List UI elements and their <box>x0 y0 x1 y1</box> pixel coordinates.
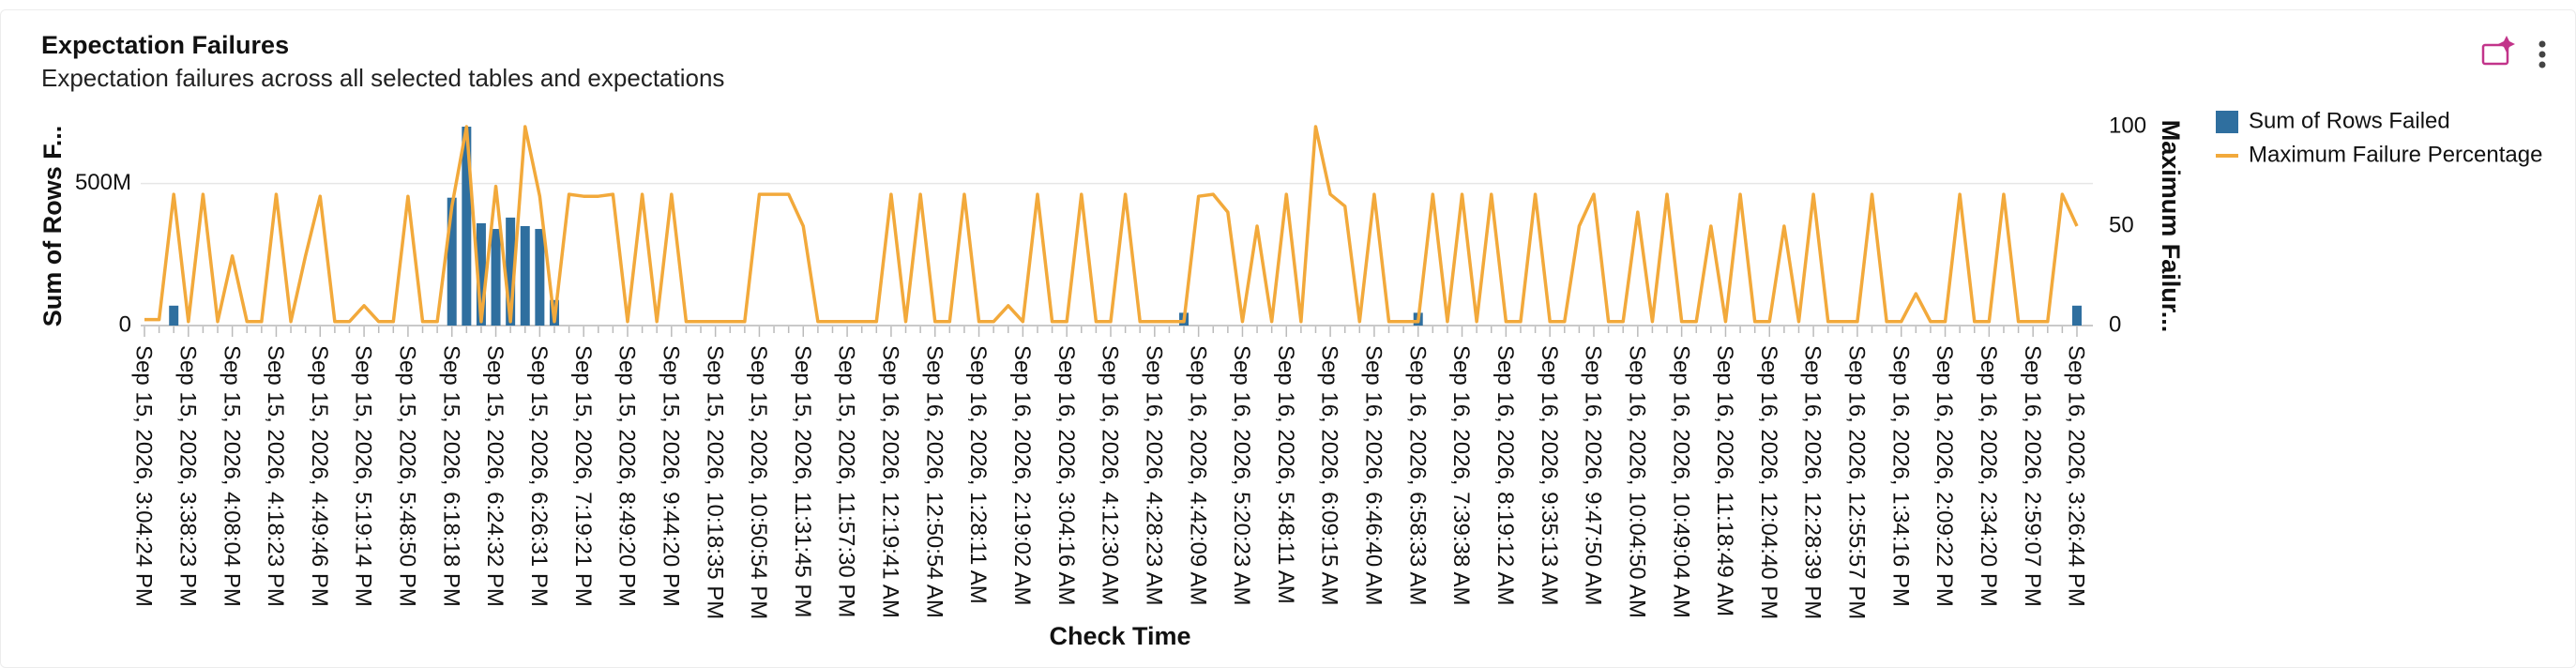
x-tick-label: Sep 16, 2026, 5:20:23 AM <box>1229 345 1254 606</box>
legend-swatch <box>2216 111 2238 133</box>
x-tick-label: Sep 15, 2026, 4:08:04 PM <box>219 345 244 607</box>
x-tick-label: Sep 15, 2026, 7:19:21 PM <box>570 345 596 607</box>
x-tick-label: Sep 15, 2026, 11:57:30 PM <box>834 345 859 617</box>
x-tick-label: Sep 16, 2026, 10:49:04 AM <box>1668 345 1693 618</box>
menu-dot <box>2538 61 2546 68</box>
menu-dot <box>2538 40 2546 48</box>
y-tick-label: 0 <box>119 311 131 337</box>
y-axis-title: Sum of Rows F... <box>38 126 67 327</box>
x-tick-label: Sep 15, 2026, 6:26:31 PM <box>526 345 552 607</box>
x-tick-label: Sep 16, 2026, 3:04:16 AM <box>1053 345 1079 606</box>
bar <box>462 127 472 326</box>
ai-chart-button[interactable] <box>2481 36 2515 66</box>
x-tick-label: Sep 16, 2026, 5:48:11 AM <box>1273 345 1298 604</box>
toolbar <box>2481 36 2546 68</box>
x-tick-label: Sep 15, 2026, 4:49:46 PM <box>307 345 332 607</box>
legend-label: Maximum Failure Percentage <box>2249 142 2542 167</box>
x-tick-label: Sep 16, 2026, 6:58:33 AM <box>1404 345 1430 606</box>
bar <box>506 217 516 326</box>
y2-axis-title: Maximum Failur... <box>2157 120 2185 333</box>
chart-title: Expectation Failures <box>41 31 289 59</box>
menu-dot <box>2538 51 2546 58</box>
x-tick-label: Sep 15, 2026, 5:48:50 PM <box>395 345 420 607</box>
chart-subtitle: Expectation failures across all selected… <box>41 64 724 92</box>
x-tick-label: Sep 16, 2026, 10:04:50 AM <box>1624 345 1649 618</box>
bar <box>169 305 179 326</box>
x-tick-label: Sep 16, 2026, 4:42:09 AM <box>1185 345 1210 606</box>
y2-tick-label: 0 <box>2109 311 2121 337</box>
x-tick-label: Sep 16, 2026, 4:28:23 AM <box>1141 345 1166 606</box>
x-tick-label: Sep 16, 2026, 12:50:54 AM <box>921 345 947 618</box>
x-tick-label: Sep 16, 2026, 2:59:07 PM <box>2020 345 2045 607</box>
x-tick-label: Sep 15, 2026, 3:04:24 PM <box>131 345 157 607</box>
x-tick-label: Sep 16, 2026, 2:19:02 AM <box>1009 345 1035 606</box>
x-tick-label: Sep 16, 2026, 6:46:40 AM <box>1361 345 1386 606</box>
y2-tick-label: 50 <box>2109 212 2134 237</box>
line <box>144 125 2079 324</box>
x-tick-label: Sep 16, 2026, 4:12:30 AM <box>1098 345 1123 606</box>
x-tick-label: Sep 15, 2026, 9:44:20 PM <box>658 345 683 607</box>
legend-label: Sum of Rows Failed <box>2249 108 2450 133</box>
x-tick-label: Sep 16, 2026, 12:19:41 AM <box>878 345 903 618</box>
x-tick-label: Sep 15, 2026, 10:18:35 PM <box>702 345 727 619</box>
x-tick-label: Sep 16, 2026, 12:04:40 PM <box>1756 345 1781 619</box>
x-tick-label: Sep 16, 2026, 12:28:39 PM <box>1800 345 1826 619</box>
x-tick-label: Sep 15, 2026, 6:18:18 PM <box>438 345 463 607</box>
x-tick-label: Sep 16, 2026, 11:18:49 AM <box>1712 345 1737 616</box>
x-tick-label: Sep 16, 2026, 2:34:20 PM <box>1976 345 2001 607</box>
x-tick-label: Sep 15, 2026, 6:24:32 PM <box>482 345 508 607</box>
x-tick-label: Sep 16, 2026, 1:34:16 PM <box>1887 345 1913 607</box>
x-tick-label: Sep 16, 2026, 9:35:13 AM <box>1537 345 1562 606</box>
sparkle-icon <box>2498 36 2515 53</box>
bar <box>476 222 486 326</box>
more-menu-button[interactable] <box>2538 40 2546 68</box>
bar <box>535 229 545 326</box>
x-tick-label: Sep 16, 2026, 9:47:50 AM <box>1581 345 1606 606</box>
x-tick-label: Sep 15, 2026, 11:31:45 PM <box>790 345 815 617</box>
x-axis-title: Check Time <box>1049 622 1190 650</box>
x-tick-label: Sep 15, 2026, 5:19:14 PM <box>351 345 376 607</box>
y2-tick-label: 100 <box>2109 113 2146 138</box>
x-tick-label: Sep 16, 2026, 8:19:12 AM <box>1493 345 1518 606</box>
x-tick-label: Sep 16, 2026, 1:28:11 AM <box>965 345 991 604</box>
x-tick-label: Sep 16, 2026, 6:09:15 AM <box>1317 345 1342 606</box>
x-tick-label: Sep 15, 2026, 4:18:23 PM <box>263 345 288 607</box>
x-tick-label: Sep 16, 2026, 7:39:38 AM <box>1448 345 1474 606</box>
x-tick-label: Sep 16, 2026, 3:26:44 PM <box>2064 345 2089 607</box>
bar <box>2072 305 2082 326</box>
x-tick-label: Sep 15, 2026, 8:49:20 PM <box>614 345 640 607</box>
ai-icon <box>2481 43 2509 66</box>
plot-area: 0 500M 0 50 100 Sep 15, 2026, 3:04:24 PM Sep 1… <box>75 113 2146 619</box>
x-tick-label: Sep 16, 2026, 12:55:57 PM <box>1844 345 1870 619</box>
bar <box>520 226 530 326</box>
bar <box>447 197 457 326</box>
y-tick-label: 500M <box>75 170 131 195</box>
chart-card <box>0 9 2576 668</box>
x-tick-label: Sep 15, 2026, 10:50:54 PM <box>746 345 771 619</box>
x-tick-label: Sep 15, 2026, 3:38:23 PM <box>174 345 200 607</box>
bar <box>491 229 501 326</box>
x-tick-label: Sep 16, 2026, 2:09:22 PM <box>1932 345 1957 607</box>
